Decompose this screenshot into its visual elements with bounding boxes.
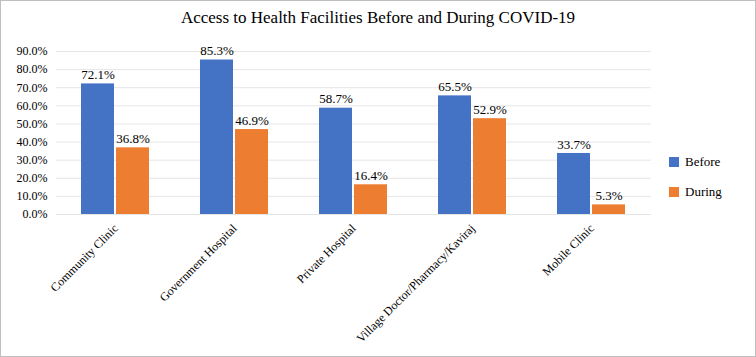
svg-text:46.9%: 46.9% (235, 113, 269, 128)
svg-text:16.4%: 16.4% (354, 168, 388, 183)
svg-text:70.0%: 70.0% (17, 81, 48, 95)
svg-text:10.0%: 10.0% (17, 189, 48, 203)
svg-text:Community Clinic: Community Clinic (48, 221, 121, 294)
svg-text:85.3%: 85.3% (200, 43, 234, 58)
svg-text:Village Doctor/Pharmacy/Kavira: Village Doctor/Pharmacy/Kaviraj (354, 221, 478, 345)
svg-text:40.0%: 40.0% (17, 135, 48, 149)
svg-text:Mobile Clinic: Mobile Clinic (540, 221, 597, 278)
svg-text:20.0%: 20.0% (17, 171, 48, 185)
svg-text:58.7%: 58.7% (319, 91, 353, 106)
html-text:Access to Health Facilities Be: Access to Health Facilities Before and D… (180, 8, 576, 27)
svg-text:5.3%: 5.3% (595, 188, 622, 203)
svg-text:36.8%: 36.8% (116, 131, 150, 146)
svg-text:72.1%: 72.1% (81, 67, 115, 82)
svg-text:90.0%: 90.0% (17, 44, 48, 58)
svg-text:33.7%: 33.7% (557, 137, 591, 152)
svg-text:50.0%: 50.0% (17, 117, 48, 131)
svg-text:80.0%: 80.0% (17, 62, 48, 76)
html-text:During: During (685, 184, 722, 199)
svg-text:0.0%: 0.0% (23, 207, 48, 221)
svg-text:65.5%: 65.5% (438, 79, 472, 94)
svg-text:52.9%: 52.9% (473, 102, 507, 117)
html-text:Before: Before (685, 154, 721, 169)
svg-text:Government Hospital: Government Hospital (157, 221, 241, 305)
svg-text:60.0%: 60.0% (17, 99, 48, 113)
svg-text:Private Hospital: Private Hospital (294, 221, 359, 286)
svg-text:30.0%: 30.0% (17, 153, 48, 167)
